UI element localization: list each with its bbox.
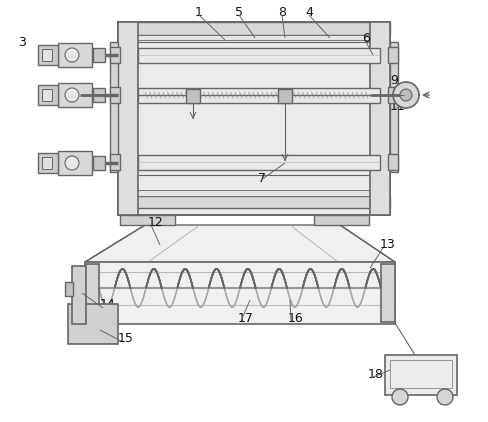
Polygon shape — [72, 266, 86, 324]
Polygon shape — [110, 47, 120, 63]
Polygon shape — [93, 156, 105, 170]
Polygon shape — [120, 215, 175, 225]
Polygon shape — [85, 225, 394, 262]
Polygon shape — [110, 87, 120, 103]
Polygon shape — [58, 151, 92, 175]
Circle shape — [65, 88, 79, 102]
Text: 10: 10 — [389, 87, 405, 100]
Circle shape — [65, 48, 79, 62]
Circle shape — [391, 389, 407, 405]
Text: 17: 17 — [238, 311, 253, 325]
Text: 3: 3 — [18, 35, 26, 49]
Polygon shape — [384, 355, 456, 395]
Text: 1: 1 — [195, 5, 203, 19]
Text: 8: 8 — [278, 5, 285, 19]
Text: 2: 2 — [60, 46, 68, 59]
Polygon shape — [389, 42, 397, 172]
Polygon shape — [387, 47, 397, 63]
Polygon shape — [387, 154, 397, 170]
Polygon shape — [118, 22, 389, 35]
Polygon shape — [58, 43, 92, 67]
Polygon shape — [118, 35, 389, 40]
Polygon shape — [93, 88, 105, 102]
Polygon shape — [185, 89, 200, 103]
Text: 4: 4 — [305, 5, 312, 19]
Text: 13: 13 — [379, 238, 395, 252]
Polygon shape — [110, 154, 120, 170]
Text: 15: 15 — [118, 332, 134, 344]
Polygon shape — [118, 22, 138, 215]
Text: 18: 18 — [367, 368, 383, 381]
Circle shape — [399, 89, 411, 101]
Text: 9: 9 — [389, 73, 397, 87]
Polygon shape — [58, 83, 92, 107]
Text: 16: 16 — [287, 311, 303, 325]
Polygon shape — [138, 88, 379, 103]
Polygon shape — [118, 190, 389, 196]
Text: 6: 6 — [361, 32, 369, 44]
Polygon shape — [65, 282, 73, 296]
Polygon shape — [68, 304, 118, 344]
Polygon shape — [380, 264, 394, 322]
Circle shape — [65, 156, 79, 170]
Polygon shape — [138, 155, 379, 170]
Polygon shape — [42, 157, 52, 169]
Polygon shape — [387, 87, 397, 103]
Polygon shape — [110, 42, 118, 172]
Polygon shape — [38, 45, 58, 65]
Polygon shape — [118, 22, 389, 215]
Polygon shape — [278, 89, 291, 103]
Polygon shape — [313, 215, 368, 225]
Polygon shape — [85, 264, 99, 322]
Polygon shape — [138, 48, 379, 63]
Polygon shape — [38, 85, 58, 105]
Text: 5: 5 — [235, 5, 243, 19]
Polygon shape — [85, 262, 394, 324]
Polygon shape — [42, 49, 52, 61]
Circle shape — [392, 82, 418, 108]
Text: 7: 7 — [258, 171, 265, 184]
Text: 14: 14 — [100, 298, 116, 311]
Text: 11: 11 — [389, 100, 405, 114]
Polygon shape — [93, 48, 105, 62]
Polygon shape — [38, 153, 58, 173]
Circle shape — [436, 389, 452, 405]
Polygon shape — [42, 89, 52, 101]
Polygon shape — [369, 22, 389, 215]
Polygon shape — [118, 196, 389, 208]
Text: 12: 12 — [148, 216, 163, 228]
